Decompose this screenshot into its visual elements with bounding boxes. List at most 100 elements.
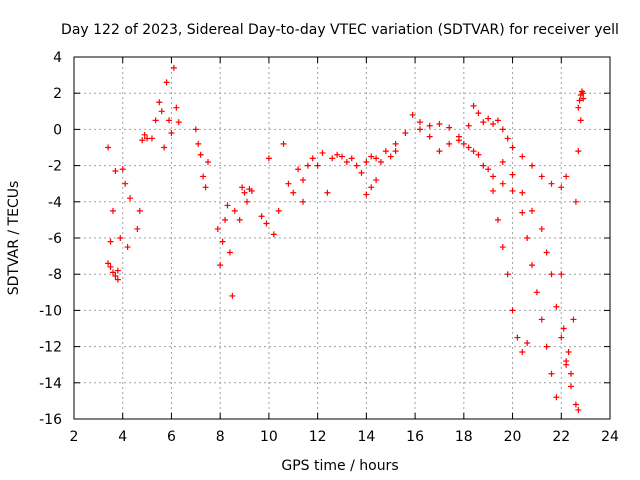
data-point xyxy=(275,207,282,214)
grid xyxy=(74,57,610,419)
series-group xyxy=(105,144,134,274)
data-point xyxy=(105,260,112,267)
data-point xyxy=(524,235,531,241)
data-point xyxy=(565,349,572,356)
series-group xyxy=(392,102,570,191)
data-point xyxy=(553,303,560,310)
series-group xyxy=(300,149,380,196)
data-point xyxy=(236,216,243,223)
series-group xyxy=(558,90,587,377)
y-tick-label: 4 xyxy=(53,50,62,66)
data-point xyxy=(480,119,487,126)
data-point xyxy=(470,102,477,109)
data-point xyxy=(166,117,173,124)
series-group xyxy=(258,140,307,238)
data-point xyxy=(572,401,579,408)
data-point xyxy=(580,95,587,102)
data-point xyxy=(572,198,579,205)
y-tick-label: -4 xyxy=(48,195,62,211)
x-tick-label: 22 xyxy=(552,429,570,445)
data-point xyxy=(465,144,472,151)
data-point xyxy=(568,383,575,390)
data-point xyxy=(334,151,341,158)
data-point xyxy=(553,394,560,401)
data-point xyxy=(112,168,119,175)
data-point xyxy=(224,202,231,209)
data-point xyxy=(548,370,555,377)
data-point xyxy=(575,148,582,155)
data-point xyxy=(465,122,472,129)
data-point xyxy=(168,130,175,137)
data-point xyxy=(504,135,511,142)
data-point xyxy=(436,148,443,155)
data-point xyxy=(377,158,384,165)
data-point xyxy=(122,180,129,187)
data-point xyxy=(499,244,506,251)
data-point xyxy=(200,173,207,180)
data-point xyxy=(416,126,423,133)
data-point xyxy=(127,195,134,202)
data-point xyxy=(243,198,250,205)
series-group xyxy=(148,64,182,151)
data-point xyxy=(392,148,399,155)
data-point xyxy=(392,140,399,147)
data-point xyxy=(192,126,199,133)
data-point xyxy=(114,267,121,274)
data-point xyxy=(558,271,565,278)
data-point xyxy=(363,158,370,165)
data-point xyxy=(231,207,238,214)
data-point xyxy=(563,358,570,365)
data-point xyxy=(285,180,292,187)
data-point xyxy=(577,117,584,124)
x-tick-label: 14 xyxy=(357,429,375,445)
x-tick-label: 4 xyxy=(118,429,127,445)
data-point xyxy=(161,144,168,151)
series-group xyxy=(134,131,151,232)
data-point xyxy=(446,140,453,147)
data-point xyxy=(436,120,443,127)
data-point xyxy=(485,115,492,122)
data-point xyxy=(519,209,526,216)
data-point xyxy=(575,104,582,111)
data-point xyxy=(217,262,224,269)
data-point xyxy=(295,166,302,173)
y-tick-label: 2 xyxy=(53,86,62,102)
y-tick-label: -6 xyxy=(48,231,62,247)
data-point xyxy=(219,238,226,245)
data-point xyxy=(112,273,119,280)
data-point xyxy=(107,238,114,245)
series-group xyxy=(416,126,531,356)
data-point xyxy=(141,131,148,138)
data-point xyxy=(426,133,433,140)
data-point xyxy=(363,191,370,198)
x-tick-label: 24 xyxy=(601,429,619,445)
data-point xyxy=(538,173,545,180)
data-point xyxy=(543,249,550,256)
data-point xyxy=(214,225,221,232)
data-point xyxy=(578,88,585,95)
axis-ticks xyxy=(73,56,611,420)
data-point xyxy=(373,177,380,184)
x-tick-label: 10 xyxy=(260,429,278,445)
data-point xyxy=(329,155,336,162)
data-point xyxy=(173,104,180,111)
data-point xyxy=(426,122,433,129)
y-tick-label: -8 xyxy=(48,267,62,283)
x-tick-label: 2 xyxy=(70,429,79,445)
data-point xyxy=(387,153,394,160)
data-point xyxy=(490,173,497,180)
series-group xyxy=(105,260,121,283)
data-point xyxy=(519,349,526,356)
data-point xyxy=(494,117,501,124)
data-point xyxy=(156,99,163,106)
data-point xyxy=(134,225,141,232)
data-point xyxy=(524,339,531,346)
series-group xyxy=(460,140,560,401)
data-point xyxy=(470,148,477,155)
x-tick-label: 20 xyxy=(504,429,522,445)
y-tick-label: -10 xyxy=(39,303,62,319)
data-point xyxy=(533,289,540,296)
series-group xyxy=(499,158,582,413)
data-point xyxy=(109,269,116,276)
